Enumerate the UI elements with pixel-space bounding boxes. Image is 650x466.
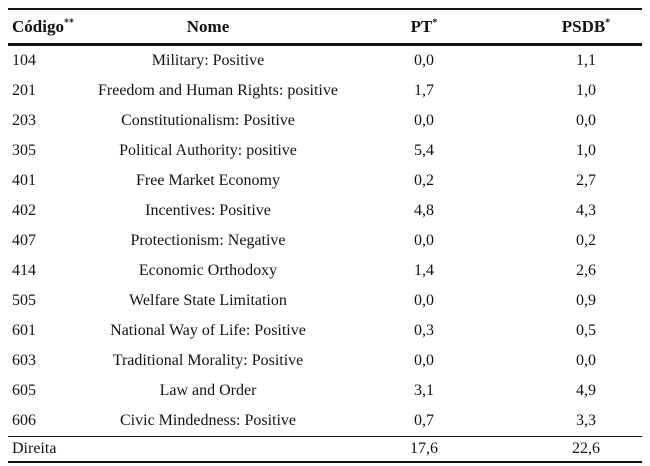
cell-codigo: 605 bbox=[12, 382, 36, 399]
cell-codigo: 305 bbox=[12, 142, 36, 159]
cell-nome: Economic Orthodoxy bbox=[138, 262, 278, 279]
cell-psdb: 2,7 bbox=[576, 172, 596, 189]
cell-psdb: 1,1 bbox=[576, 52, 596, 69]
cell-nome: Law and Order bbox=[159, 382, 257, 399]
table-row: 605 Law and Order 3,1 4,9 bbox=[8, 376, 642, 406]
table-row: 603 Traditional Morality: Positive 0,0 0… bbox=[8, 346, 642, 376]
cell-nome: Political Authority: positive bbox=[119, 142, 297, 159]
cell-pt: 4,8 bbox=[414, 202, 434, 219]
footnote-marker-psdb: * bbox=[605, 17, 611, 29]
cell-pt: 0,0 bbox=[414, 112, 434, 129]
cell-psdb: 1,0 bbox=[576, 82, 596, 99]
table-row: 407 Protectionism: Negative 0,0 0,2 bbox=[8, 226, 642, 256]
cell-pt: 5,4 bbox=[414, 142, 434, 159]
cell-nome: Protectionism: Negative bbox=[130, 232, 286, 249]
table-row: 305 Political Authority: positive 5,4 1,… bbox=[8, 136, 642, 166]
cell-codigo: 402 bbox=[12, 202, 36, 219]
cell-nome: National Way of Life: Positive bbox=[110, 322, 306, 339]
table-body: 104 Military: Positive 0,0 1,1 201 Freed… bbox=[8, 45, 642, 463]
cell-pt: 0,7 bbox=[414, 412, 434, 429]
column-header-codigo-label: Código bbox=[12, 17, 64, 36]
cell-nome: Constitutionalism: Positive bbox=[121, 112, 295, 129]
cell-pt: 0,2 bbox=[414, 172, 434, 189]
cell-psdb: 2,6 bbox=[576, 262, 596, 279]
cell-codigo: 505 bbox=[12, 292, 36, 309]
cell-psdb: 0,2 bbox=[576, 232, 596, 249]
table-row: 505 Welfare State Limitation 0,0 0,9 bbox=[8, 286, 642, 316]
total-psdb: 22,6 bbox=[530, 436, 642, 463]
cell-psdb: 0,0 bbox=[576, 112, 596, 129]
column-header-pt-label: PT bbox=[410, 17, 433, 36]
cell-pt: 3,1 bbox=[414, 382, 434, 399]
header-row: Código** Nome PT* PSDB* bbox=[8, 9, 642, 46]
cell-pt: 0,0 bbox=[414, 52, 434, 69]
cell-nome: Free Market Economy bbox=[136, 172, 280, 189]
total-nome-empty bbox=[98, 436, 318, 463]
cell-pt: 0,0 bbox=[414, 292, 434, 309]
footnote-marker-codigo: ** bbox=[63, 17, 74, 29]
table-row: 402 Incentives: Positive 4,8 4,3 bbox=[8, 196, 642, 226]
cell-nome: Welfare State Limitation bbox=[129, 292, 287, 309]
cell-codigo: 407 bbox=[12, 232, 36, 249]
cell-psdb: 3,3 bbox=[576, 412, 596, 429]
column-header-psdb-label: PSDB bbox=[561, 17, 606, 36]
cell-codigo: 603 bbox=[12, 352, 36, 369]
cell-pt: 0,0 bbox=[414, 352, 434, 369]
cell-nome: Traditional Morality: Positive bbox=[112, 352, 304, 369]
table-header: Código** Nome PT* PSDB* bbox=[8, 9, 642, 46]
cell-psdb: 0,0 bbox=[576, 352, 596, 369]
column-header-nome: Nome bbox=[98, 9, 318, 46]
cell-codigo: 201 bbox=[12, 82, 36, 99]
cell-nome: Freedom and Human Rights: positive bbox=[98, 82, 338, 99]
cell-nome: Incentives: Positive bbox=[145, 202, 271, 219]
table-row: 201 Freedom and Human Rights: positive 1… bbox=[8, 76, 642, 106]
cell-codigo: 104 bbox=[12, 52, 36, 69]
column-header-psdb: PSDB* bbox=[530, 9, 642, 46]
cell-codigo: 203 bbox=[12, 112, 36, 129]
cell-pt: 1,7 bbox=[414, 82, 434, 99]
total-label: Direita bbox=[8, 436, 98, 463]
cell-psdb: 4,3 bbox=[576, 202, 596, 219]
cell-codigo: 601 bbox=[12, 322, 36, 339]
cell-nome: Civic Mindedness: Positive bbox=[120, 412, 296, 429]
cell-codigo: 606 bbox=[12, 412, 36, 429]
column-header-codigo: Código** bbox=[8, 9, 98, 46]
cell-nome: Military: Positive bbox=[151, 52, 265, 69]
table-row: 606 Civic Mindedness: Positive 0,7 3,3 bbox=[8, 406, 642, 437]
cell-psdb: 1,0 bbox=[576, 142, 596, 159]
cell-codigo: 401 bbox=[12, 172, 36, 189]
cell-codigo: 414 bbox=[12, 262, 36, 279]
table-row: 414 Economic Orthodoxy 1,4 2,6 bbox=[8, 256, 642, 286]
table-row: 203 Constitutionalism: Positive 0,0 0,0 bbox=[8, 106, 642, 136]
column-header-pt: PT* bbox=[318, 9, 530, 46]
footnote-marker-pt: * bbox=[432, 17, 438, 29]
table-row: 401 Free Market Economy 0,2 2,7 bbox=[8, 166, 642, 196]
table-row: 104 Military: Positive 0,0 1,1 bbox=[8, 45, 642, 77]
cell-psdb: 0,5 bbox=[576, 322, 596, 339]
cell-pt: 0,0 bbox=[414, 232, 434, 249]
cell-psdb: 4,9 bbox=[576, 382, 596, 399]
table-row: 601 National Way of Life: Positive 0,3 0… bbox=[8, 316, 642, 346]
total-pt: 17,6 bbox=[318, 436, 530, 463]
column-header-nome-label: Nome bbox=[186, 17, 230, 36]
manifesto-categories-table: Código** Nome PT* PSDB* 104 Military: Po… bbox=[8, 8, 642, 463]
cell-pt: 1,4 bbox=[414, 262, 434, 279]
cell-psdb: 0,9 bbox=[576, 292, 596, 309]
total-row-direita: Direita 17,6 22,6 bbox=[8, 436, 642, 463]
cell-pt: 0,3 bbox=[414, 322, 434, 339]
